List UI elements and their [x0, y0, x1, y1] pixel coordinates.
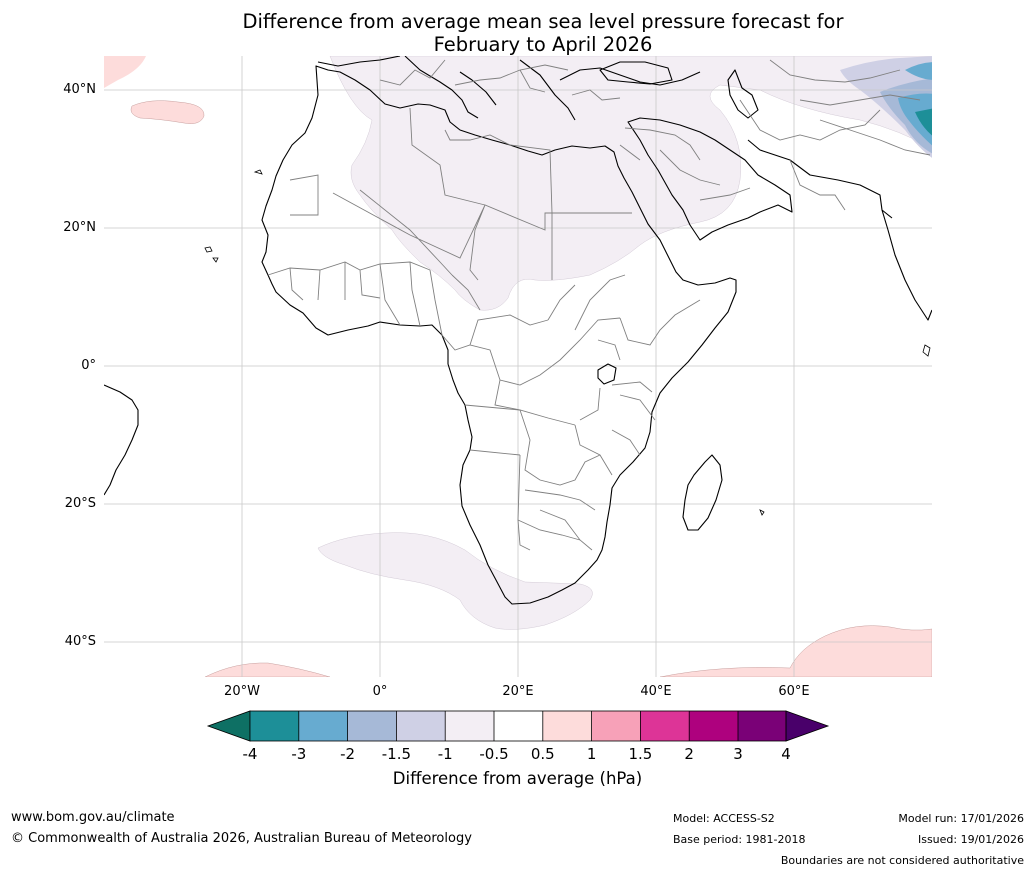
- colorbar-tick: 2: [684, 745, 694, 763]
- coastline-black-sea: [599, 61, 673, 85]
- colorbar-segment: [396, 711, 446, 741]
- footer-base-period: Base period: 1981-2018: [673, 833, 806, 846]
- coastline-india: [881, 209, 932, 321]
- gridlines: [104, 56, 932, 677]
- colorbar-tick: -2: [340, 745, 356, 763]
- anomaly-region-positive-southeast: [659, 625, 932, 677]
- border-southern-africa: [464, 404, 601, 551]
- islands: [204, 169, 931, 516]
- colorbar-label: Difference from average (hPa): [392, 769, 643, 788]
- footer-model-run: Model run: 17/01/2026: [898, 812, 1024, 825]
- lon-label-20e: 20°E: [502, 684, 534, 699]
- anomaly-region-negative-southern-africa: [317, 532, 593, 630]
- coastline-south-america: [104, 384, 139, 496]
- lat-label-40n: 40°N: [63, 82, 96, 97]
- coastline-madagascar: [682, 454, 723, 531]
- colorbar-tick: 0.5: [530, 745, 555, 763]
- lon-label-0: 0°: [372, 684, 388, 699]
- lat-label-20s: 20°S: [64, 496, 96, 511]
- colorbar-segment: [347, 711, 397, 741]
- coastline-caspian: [727, 69, 759, 119]
- border-middle-east: [619, 99, 881, 211]
- island-canary: [253, 169, 263, 175]
- colorbar-segment: [689, 711, 738, 741]
- anomaly-region-negative-east-north: [905, 62, 932, 80]
- anomaly-region-negative-east-peak: [915, 108, 932, 136]
- anomaly-region-negative-east: [840, 56, 932, 158]
- footer-website-link[interactable]: www.bom.gov.au/climate: [11, 810, 175, 825]
- lat-label-20n: 20°N: [63, 220, 96, 235]
- coastline-arabia: [627, 117, 793, 241]
- colorbar-dividers: [298, 711, 739, 741]
- anomaly-region-negative-sahara: [329, 56, 932, 311]
- border-europe: [379, 59, 621, 101]
- lon-label-60e: 60°E: [778, 684, 810, 699]
- footer-model: Model: ACCESS-S2: [673, 812, 775, 825]
- country-boundaries: [267, 59, 931, 551]
- anomaly-region-positive-nw: [104, 56, 146, 88]
- lat-label-40s: 40°S: [64, 634, 96, 649]
- lat-label-0: 0°: [81, 358, 96, 373]
- colorbar-tick: 3: [733, 745, 743, 763]
- colorbar-tick: 1: [586, 745, 597, 763]
- map-title-line1: Difference from average mean sea level p…: [242, 10, 844, 33]
- colorbar-segment: [542, 711, 592, 741]
- footer-disclaimer: Boundaries are not considered authoritat…: [780, 854, 1024, 867]
- colorbar-tick: 4: [781, 745, 791, 763]
- lon-label-40e: 40°E: [640, 684, 672, 699]
- coastline-iran: [747, 139, 893, 219]
- colorbar-segment: [640, 711, 690, 741]
- colorbar-tick: -1: [437, 745, 453, 763]
- colorbar: [206, 710, 830, 742]
- colorbar-segment: [298, 711, 348, 741]
- border-east-africa: [574, 339, 656, 476]
- coastlines: [104, 56, 932, 605]
- border-asia: [769, 59, 931, 156]
- colorbar-extend-low: [206, 710, 251, 742]
- colorbar-tick: -4: [242, 745, 258, 763]
- map-plot-area: [104, 56, 932, 677]
- coastline-europe: [317, 56, 701, 121]
- anomaly-field: [104, 56, 932, 677]
- anomaly-region-negative-east-core: [898, 93, 932, 146]
- colorbar-extend-high: [785, 710, 830, 742]
- colorbar-tick: -0.5: [479, 745, 509, 763]
- colorbar-frame: [249, 710, 787, 742]
- colorbar-tick: -3: [291, 745, 307, 763]
- colorbar-segment: [494, 711, 543, 741]
- colorbar-tick: 1.5: [628, 745, 653, 763]
- island-mauritius: [759, 509, 765, 516]
- footer-issued: Issued: 19/01/2026: [917, 833, 1024, 846]
- map-title-line2: February to April 2026: [433, 33, 653, 56]
- border-north-africa: [289, 107, 632, 281]
- colorbar-segment: [250, 711, 299, 741]
- footer-copyright: © Commonwealth of Australia 2026, Austra…: [11, 831, 472, 846]
- island-sri-lanka: [922, 344, 931, 357]
- anomaly-region-positive-atlantic: [130, 100, 205, 124]
- map-title: Difference from average mean sea level p…: [104, 10, 982, 56]
- colorbar-segment: [738, 711, 786, 741]
- border-west-africa: [267, 261, 481, 336]
- colorbar-tick: -1.5: [381, 745, 412, 763]
- colorbar-segment: [591, 711, 641, 741]
- coastline-africa: [261, 65, 737, 605]
- colorbar-segment: [445, 711, 494, 741]
- island-cape-verde: [204, 246, 219, 263]
- coastline-lake-victoria: [597, 363, 617, 385]
- lon-label-20w: 20°W: [224, 684, 260, 699]
- anomaly-region-positive-south: [204, 662, 331, 677]
